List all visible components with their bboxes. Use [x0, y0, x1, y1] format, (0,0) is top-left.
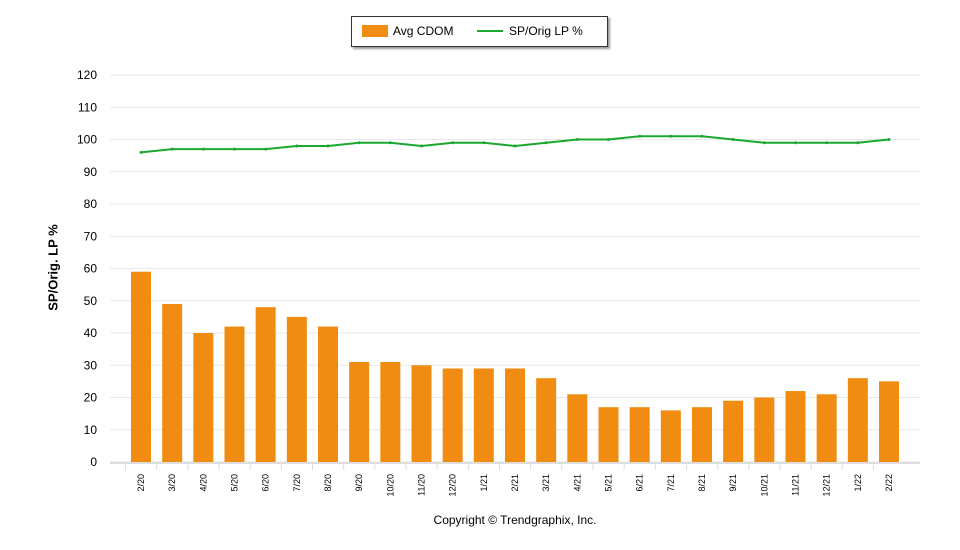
- y-tick-label: 10: [84, 423, 98, 437]
- bar: [193, 333, 214, 462]
- line-point: [482, 141, 486, 145]
- x-tick-label: 1/22: [853, 474, 863, 492]
- x-tick-label: 10/21: [759, 474, 769, 497]
- bar: [411, 365, 432, 462]
- x-tick-label: 5/20: [230, 474, 240, 492]
- bar: [380, 362, 401, 462]
- x-tick-label: 8/21: [697, 474, 707, 492]
- line-point: [544, 141, 548, 145]
- line-point: [731, 138, 735, 141]
- bar: [131, 271, 151, 462]
- line-point: [233, 147, 236, 151]
- line-point: [420, 144, 423, 148]
- legend-label: Avg CDOM: [393, 24, 454, 38]
- bar: [723, 400, 744, 462]
- line-point: [451, 141, 455, 145]
- legend-swatch-bar: [362, 25, 388, 37]
- x-tick-label: 4/20: [198, 474, 208, 492]
- y-tick-label: 30: [84, 358, 98, 372]
- y-tick-label: 90: [84, 165, 98, 179]
- y-tick-label: 60: [84, 262, 98, 276]
- x-tick-label: 6/20: [261, 474, 271, 492]
- bar: [816, 394, 837, 462]
- line-point: [575, 138, 579, 141]
- y-tick-label: 40: [84, 326, 98, 340]
- x-tick-label: 4/21: [572, 474, 582, 492]
- x-tick-label: 3/21: [541, 474, 551, 492]
- x-tick-label: 12/20: [448, 474, 458, 497]
- line-point: [825, 141, 829, 145]
- bar: [255, 307, 276, 462]
- line-point: [513, 144, 517, 148]
- line-point: [139, 150, 143, 154]
- line-point: [794, 141, 797, 145]
- line-point: [326, 144, 330, 148]
- x-tick-label: 11/20: [417, 474, 427, 496]
- x-tick-label: 9/21: [728, 474, 738, 492]
- line-point: [201, 147, 205, 151]
- bar: [318, 326, 338, 462]
- bar: [847, 378, 868, 462]
- bar: [692, 407, 712, 462]
- y-tick-label: 0: [90, 455, 97, 469]
- y-tick-label: 100: [77, 133, 97, 147]
- x-tick-label: 7/21: [666, 474, 676, 492]
- bar: [598, 407, 619, 462]
- legend: Avg CDOM SP/Orig LP %: [351, 16, 608, 47]
- x-tick-label: 9/20: [354, 474, 364, 492]
- line-point: [762, 141, 766, 145]
- legend-item-avg-cdom: Avg CDOM: [362, 24, 453, 38]
- bar: [162, 303, 183, 462]
- bar: [879, 381, 899, 462]
- bar: [349, 362, 370, 462]
- legend-item-sp-orig: SP/Orig LP %: [477, 24, 583, 38]
- x-tick-label: 10/20: [385, 474, 395, 497]
- line-point: [856, 141, 860, 145]
- y-tick-label: 120: [77, 68, 97, 82]
- x-tick-label: 2/22: [884, 474, 894, 492]
- x-tick-label: 3/20: [167, 474, 177, 492]
- x-tick-label: 11/21: [791, 474, 801, 496]
- bar: [660, 410, 681, 462]
- bar: [286, 316, 307, 462]
- line-point: [264, 147, 268, 151]
- bar: [629, 407, 650, 462]
- x-tick-label: 2/20: [136, 474, 146, 492]
- x-tick-label: 12/21: [822, 474, 832, 497]
- y-axis-label: SP/Orig. LP %: [45, 224, 61, 311]
- y-tick-label: 50: [84, 294, 98, 308]
- bar: [754, 397, 775, 462]
- line-point: [388, 141, 392, 145]
- bar: [473, 368, 494, 462]
- x-tick-label: 5/21: [604, 474, 614, 492]
- line-point: [638, 134, 642, 138]
- line-point: [607, 138, 610, 141]
- x-tick-label: 1/21: [479, 474, 489, 492]
- line-point: [295, 144, 299, 148]
- line-series: [140, 135, 890, 154]
- line-point: [357, 141, 361, 145]
- x-tick-label: 2/21: [510, 474, 520, 492]
- bar: [505, 368, 525, 462]
- bar: [224, 326, 245, 462]
- bar: [785, 391, 806, 462]
- y-tick-label: 80: [84, 197, 98, 211]
- line-point: [170, 147, 174, 151]
- x-tick-label: 6/21: [635, 474, 645, 492]
- line-point: [887, 138, 891, 141]
- bar: [567, 394, 588, 462]
- y-tick-label: 70: [84, 229, 98, 243]
- bar: [442, 368, 463, 462]
- legend-label: SP/Orig LP %: [509, 24, 583, 38]
- y-tick-label: 20: [84, 391, 98, 405]
- legend-swatch-line: [477, 30, 503, 32]
- line-point: [669, 134, 673, 138]
- y-tick-label: 110: [78, 100, 97, 114]
- x-tick-label: 7/20: [292, 474, 302, 492]
- copyright: Copyright © Trendgraphix, Inc.: [433, 513, 597, 527]
- bar: [536, 378, 557, 462]
- x-tick-label: 8/20: [323, 474, 333, 492]
- line-point: [700, 134, 704, 138]
